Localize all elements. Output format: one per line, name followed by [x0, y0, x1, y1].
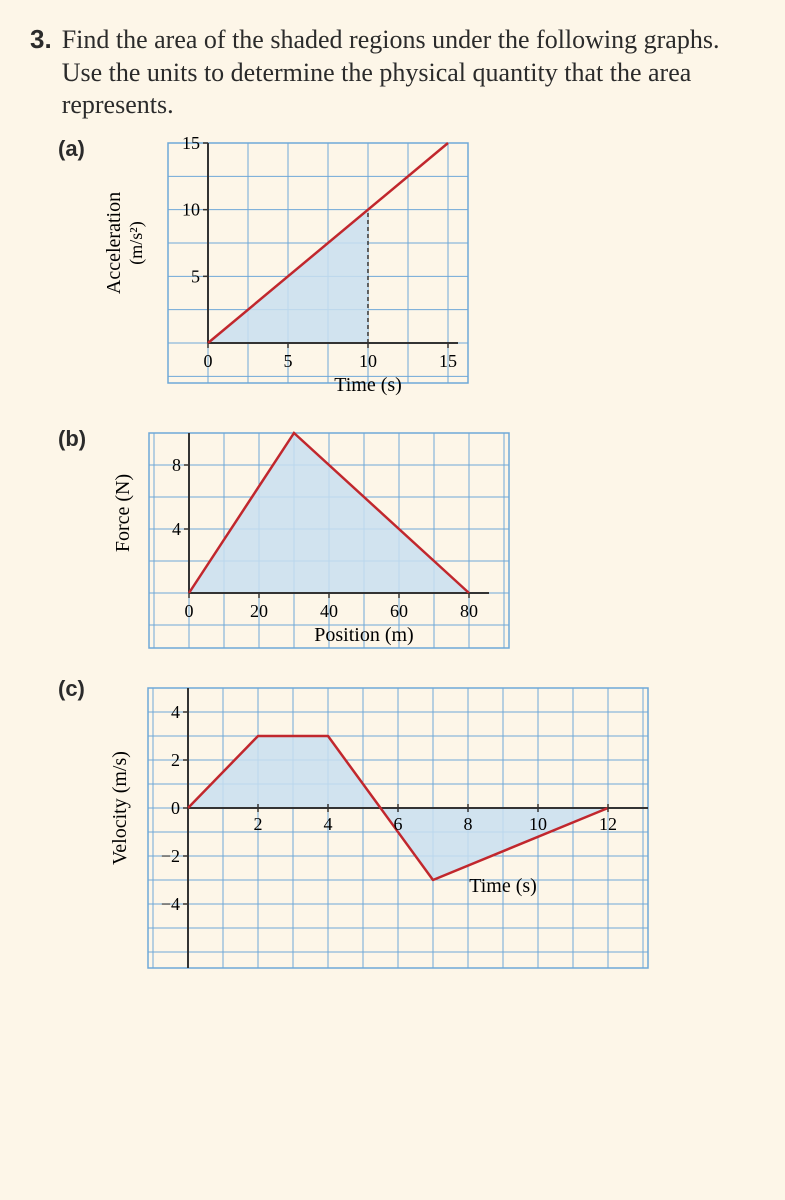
question-text: Find the area of the shaded regions unde… — [62, 24, 755, 122]
svg-text:5: 5 — [191, 266, 200, 286]
part-a-label: (a) — [58, 136, 85, 162]
svg-text:15: 15 — [182, 133, 200, 153]
svg-text:−4: −4 — [161, 894, 180, 914]
svg-text:12: 12 — [599, 814, 617, 834]
svg-text:10: 10 — [182, 199, 200, 219]
svg-text:8: 8 — [463, 814, 472, 834]
svg-text:2: 2 — [253, 814, 262, 834]
svg-text:0: 0 — [203, 351, 212, 371]
svg-text:6: 6 — [393, 814, 402, 834]
svg-text:0: 0 — [185, 601, 194, 621]
part-c: (c) −4 −2 0 2 4 2 4 6 8 10 12 Time (s) Velocity (m/s… — [30, 668, 755, 998]
question-block: 3. Find the area of the shaded regions u… — [30, 24, 755, 122]
svg-text:Time (s): Time (s) — [469, 875, 537, 897]
page: 3. Find the area of the shaded regions u… — [0, 0, 785, 1028]
svg-text:0: 0 — [171, 798, 180, 818]
svg-text:5: 5 — [283, 351, 292, 371]
part-b-label: (b) — [58, 426, 86, 452]
svg-text:4: 4 — [172, 519, 181, 539]
svg-text:10: 10 — [359, 351, 377, 371]
svg-text:Position (m): Position (m) — [314, 624, 413, 646]
svg-text:4: 4 — [171, 702, 180, 722]
svg-text:60: 60 — [390, 601, 408, 621]
chart-c: −4 −2 0 2 4 2 4 6 8 10 12 Time (s) Velocity (m/s) — [93, 668, 683, 998]
svg-text:Velocity (m/s): Velocity (m/s) — [109, 751, 131, 865]
svg-text:20: 20 — [250, 601, 268, 621]
svg-text:4: 4 — [323, 814, 332, 834]
part-a: (a) 5 10 15 0 5 10 15 Time (s) Acceleration(m/s²… — [30, 128, 755, 418]
question-number: 3. — [30, 24, 52, 55]
svg-text:Time (s): Time (s) — [334, 374, 402, 396]
svg-text:−2: −2 — [161, 846, 180, 866]
svg-text:2: 2 — [171, 750, 180, 770]
svg-text:15: 15 — [439, 351, 457, 371]
svg-text:10: 10 — [529, 814, 547, 834]
chart-b: 48020406080Position (m)Force (N) — [94, 418, 544, 668]
svg-text:(m/s²): (m/s²) — [126, 221, 147, 264]
svg-text:Acceleration: Acceleration — [103, 191, 125, 293]
svg-text:40: 40 — [320, 601, 338, 621]
svg-text:Force (N): Force (N) — [112, 473, 134, 551]
part-c-label: (c) — [58, 676, 85, 702]
svg-text:80: 80 — [460, 601, 478, 621]
svg-text:8: 8 — [172, 455, 181, 475]
chart-a: 5 10 15 0 5 10 15 Time (s) Acceleration(m/s²) — [93, 128, 503, 418]
part-b: (b) 48020406080Position (m)Force (N) — [30, 418, 755, 668]
